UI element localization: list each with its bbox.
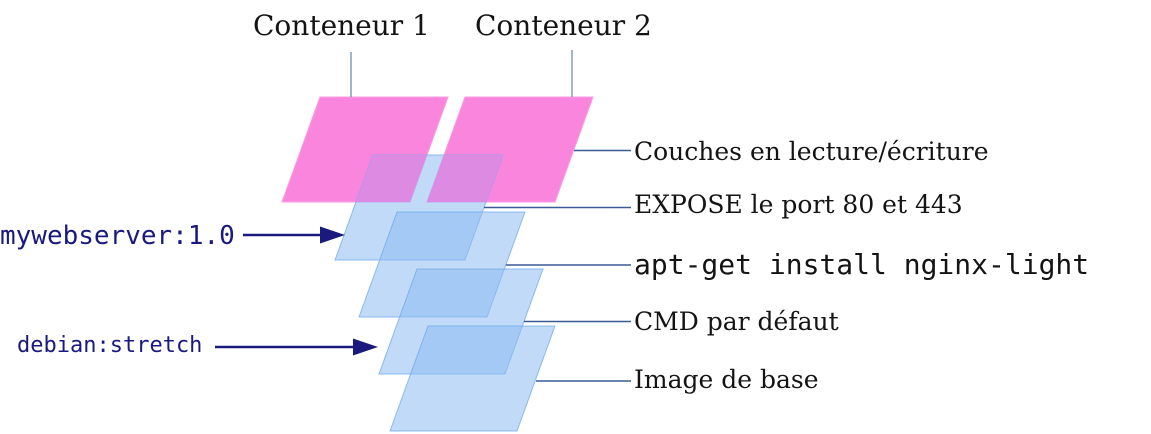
- mywebserver-arrow-head-icon: [320, 226, 345, 244]
- container-1-overlap-shape: [356, 155, 427, 202]
- debian-tag-label: debian:stretch: [17, 333, 203, 358]
- container-2-overlap-shape: [427, 155, 503, 202]
- base-image-callout-label: Image de base: [634, 365, 819, 394]
- expose-callout-label: EXPOSE le port 80 et 443: [634, 190, 963, 219]
- container-1-title: Conteneur 1: [253, 9, 430, 42]
- container-2-title: Conteneur 2: [475, 9, 652, 42]
- aptget-callout-label: apt-get install nginx-light: [634, 248, 1090, 281]
- base-image-layer-shape: [389, 325, 556, 432]
- debian-arrow-head-icon: [353, 338, 378, 356]
- couches-callout-label: Couches en lecture/écriture: [634, 137, 989, 166]
- mywebserver-tag-label: mywebserver:1.0: [0, 221, 235, 251]
- cmd-callout-label: CMD par défaut: [634, 307, 839, 336]
